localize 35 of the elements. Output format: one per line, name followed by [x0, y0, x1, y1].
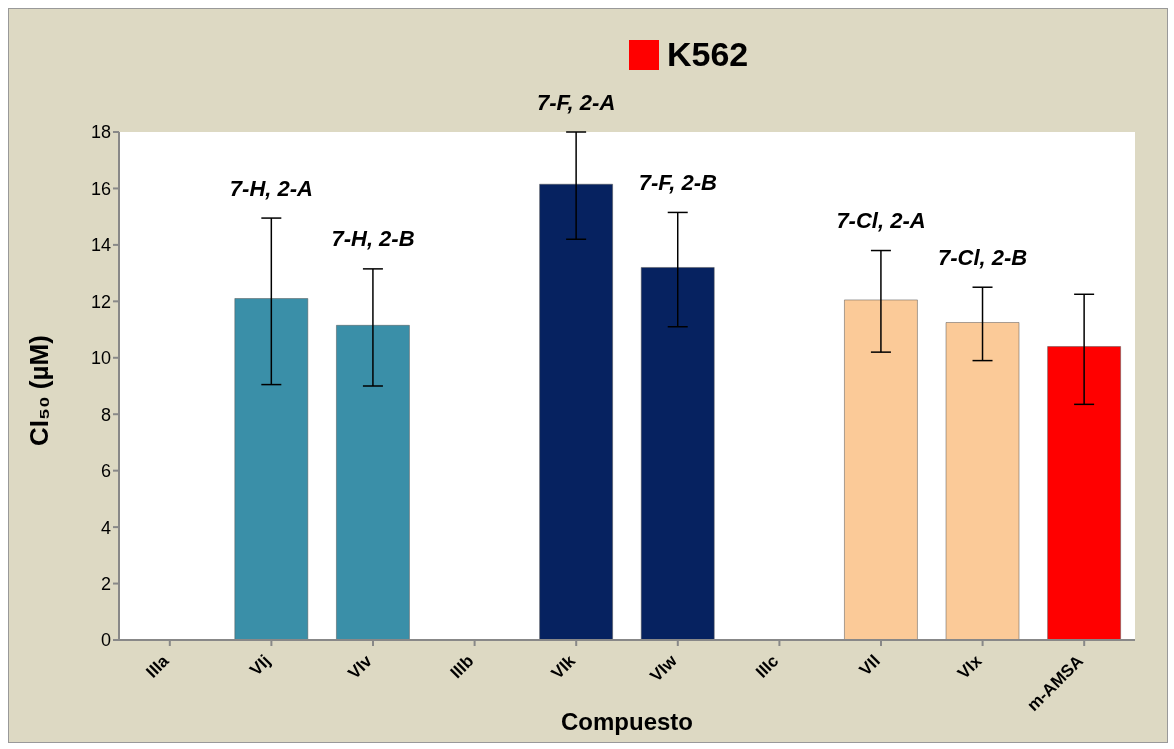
x-tick-label: VIx	[953, 651, 986, 683]
x-tick-label: VIk	[547, 651, 580, 683]
x-axis-title: Compuesto	[561, 708, 693, 735]
y-tick-label: 0	[100, 630, 111, 651]
text: 7-F, 2-A	[537, 89, 616, 115]
bar	[1047, 346, 1121, 640]
bar	[844, 299, 918, 640]
x-tick-label: IIIb	[446, 651, 478, 683]
annotation: 7-H, 2-A	[229, 175, 313, 201]
annotation: 7-F, 2-B	[638, 169, 718, 195]
annotation: 7-Cl, 2-A	[836, 208, 926, 234]
y-tick-label: 14	[90, 235, 111, 256]
x-tick-label: VIv	[344, 651, 377, 683]
bar	[945, 322, 1020, 640]
annotation: 7-H, 2-B	[331, 226, 415, 252]
bar	[640, 267, 715, 640]
y-tick-label: 4	[100, 517, 111, 538]
x-tick-label: IIIc	[752, 651, 783, 682]
bar	[539, 183, 613, 640]
bar	[234, 298, 309, 640]
legend-label: K562	[666, 35, 749, 74]
x-tick-label: VIj	[246, 651, 275, 680]
y-tick-label: 10	[90, 348, 111, 369]
y-tick-label: 8	[100, 404, 111, 425]
x-tick-label: IIIa	[142, 651, 174, 682]
x-tick-label: VIw	[646, 650, 682, 686]
y-tick-label: 2	[100, 573, 111, 594]
y-tick-label: 16	[90, 178, 111, 199]
y-tick-label: 6	[100, 461, 111, 482]
y-tick-label: 12	[90, 291, 111, 312]
bar	[336, 325, 410, 640]
annotation: 7-Cl, 2-B	[937, 244, 1028, 270]
y-axis-title: CI₅₀ (µM)	[24, 335, 55, 446]
x-tick-label: VIl	[855, 651, 884, 680]
y-tick-label: 18	[90, 122, 111, 143]
